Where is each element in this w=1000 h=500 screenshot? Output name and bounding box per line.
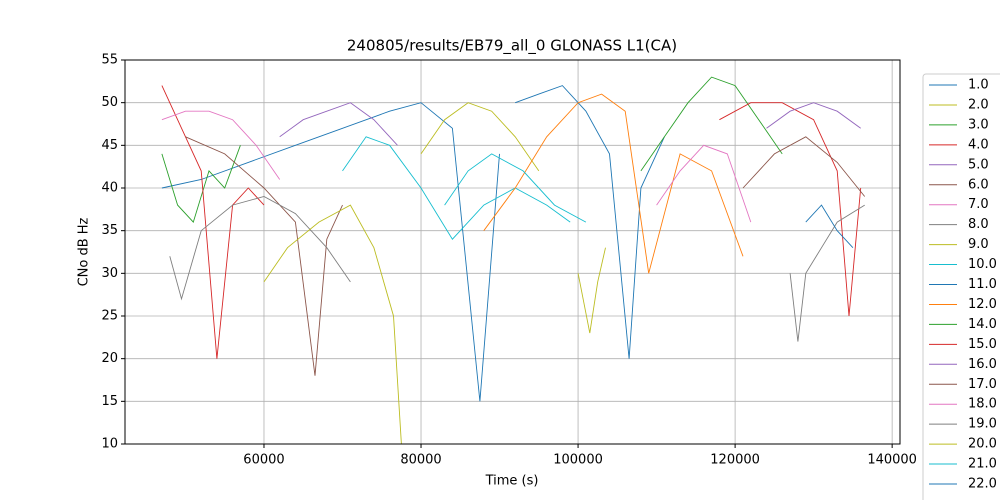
y-tick-label: 45: [101, 138, 118, 153]
legend-label: 6.0: [968, 177, 989, 192]
x-tick-label: 120000: [710, 453, 760, 468]
legend-label: 7.0: [968, 197, 989, 212]
chart-title: 240805/results/EB79_all_0 GLONASS L1(CA): [347, 37, 677, 56]
legend-label: 10.0: [968, 257, 997, 272]
y-axis-label: CNo dB Hz: [77, 217, 92, 286]
series-line: [577, 247, 606, 334]
y-tick-label: 10: [101, 437, 118, 452]
legend-label: 17.0: [968, 377, 997, 392]
legend-label: 3.0: [968, 117, 989, 132]
y-tick-label: 35: [101, 223, 118, 238]
series-line: [742, 136, 866, 197]
x-tick-label: 140000: [867, 453, 917, 468]
x-tick-label: 60000: [243, 453, 284, 468]
y-tick-label: 25: [101, 309, 118, 324]
series-line: [515, 85, 665, 359]
series-line: [161, 110, 281, 180]
y-tick-label: 30: [101, 266, 118, 281]
legend-box: [922, 73, 1000, 500]
x-axis-label: Time (s): [485, 474, 539, 489]
series-line: [444, 153, 587, 223]
series-line: [279, 102, 398, 146]
series-line: [640, 76, 783, 172]
series-line: [656, 144, 752, 223]
plot-frame: [124, 59, 901, 445]
legend-label: 9.0: [968, 237, 989, 252]
legend-label: 4.0: [968, 137, 989, 152]
legend-label: 12.0: [968, 297, 997, 312]
legend-label: 20.0: [968, 437, 997, 452]
series-line: [161, 85, 265, 359]
series-line: [161, 145, 241, 223]
x-tick-label: 80000: [400, 453, 441, 468]
series-line: [263, 204, 402, 445]
y-tick-label: 15: [101, 394, 118, 409]
x-tick-label: 100000: [553, 453, 603, 468]
legend-label: 15.0: [968, 337, 997, 352]
series-line: [420, 102, 540, 172]
series-line: [766, 102, 861, 129]
legend-label: 8.0: [968, 217, 989, 232]
series-line: [161, 102, 500, 402]
legend-label: 16.0: [968, 357, 997, 372]
y-tick-label: 50: [101, 95, 118, 110]
series-line: [169, 196, 351, 301]
y-tick-label: 40: [101, 181, 118, 196]
series-line: [342, 136, 571, 240]
legend-label: 14.0: [968, 317, 997, 332]
series-line: [789, 204, 865, 342]
legend-label: 21.0: [968, 457, 997, 472]
legend-label: 2.0: [968, 97, 989, 112]
legend-label: 19.0: [968, 417, 997, 432]
series-line: [483, 93, 744, 274]
y-tick-label: 20: [101, 351, 118, 366]
series-line: [719, 102, 862, 317]
legend-label: 1.0: [968, 78, 989, 93]
series-line: [805, 204, 854, 249]
legend-label: 11.0: [968, 277, 997, 292]
legend-label: 5.0: [968, 157, 989, 172]
legend-label: 18.0: [968, 397, 997, 412]
y-tick-label: 55: [101, 53, 118, 68]
series-line: [185, 136, 343, 376]
legend-label: 22.0: [968, 477, 997, 492]
